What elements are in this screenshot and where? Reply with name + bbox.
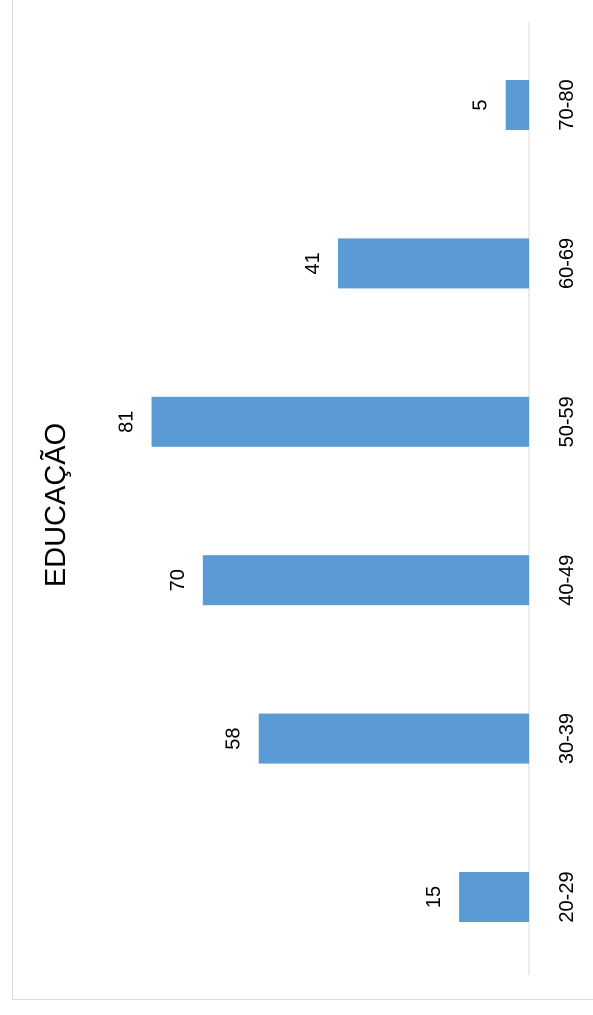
bar-50-59: [151, 396, 530, 447]
bars: [151, 80, 530, 922]
tick-label-70-80: 70-80: [556, 79, 578, 130]
tick-label-50-59: 50-59: [556, 396, 578, 447]
bar-40-49: [202, 555, 530, 606]
bar-70-80: [505, 80, 529, 130]
tick-label-60-69: 60-69: [556, 238, 578, 289]
data-label-40-49: 70: [167, 569, 189, 591]
bar-60-69: [337, 238, 529, 289]
tick-label-20-29: 20-29: [556, 871, 578, 922]
tick-label-40-49: 40-49: [556, 555, 578, 606]
chart-title: EDUCAÇÃO: [38, 423, 72, 587]
data-label-20-29: 15: [423, 886, 445, 908]
bar-30-39: [258, 713, 529, 764]
data-label-50-59: 81: [116, 411, 138, 433]
data-label-70-80: 5: [470, 99, 492, 110]
data-label-30-39: 58: [223, 727, 245, 749]
bar-20-29: [459, 872, 529, 922]
data-labels: 15 58 70 81 41 5: [116, 99, 492, 908]
data-label-60-69: 41: [302, 252, 324, 274]
chart-area: [12, 0, 593, 1000]
tick-labels: 20-29 30-39 40-49 50-59 60-69 70-80: [556, 79, 578, 922]
tick-label-30-39: 30-39: [556, 713, 578, 764]
chart-title-group: EDUCAÇÃO: [38, 423, 72, 587]
